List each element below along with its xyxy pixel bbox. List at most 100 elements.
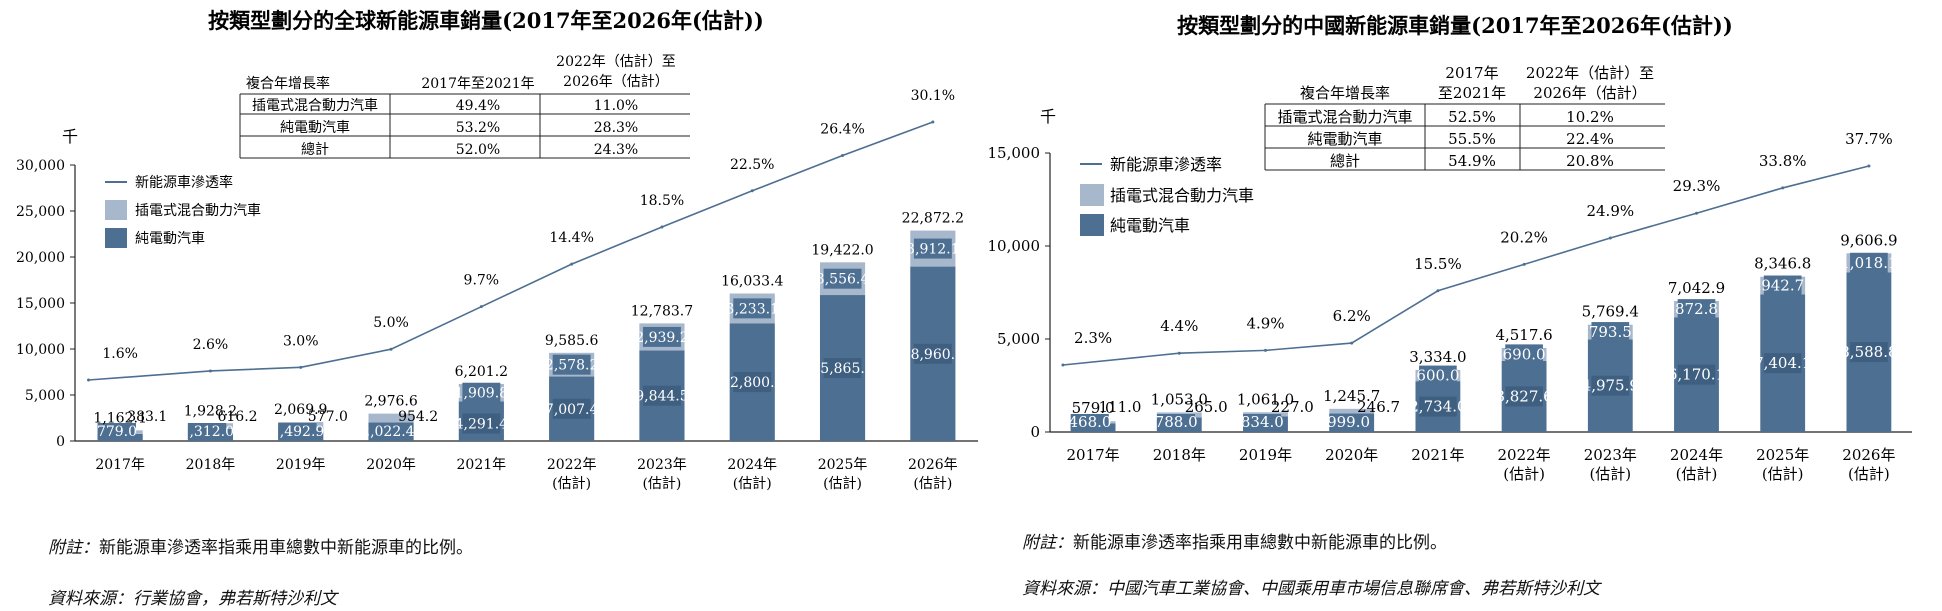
left-y-tick-label: 30,000 [16,158,65,174]
left-bev-label-bg [368,423,407,439]
left-bev-value-label: 1,312.0 [181,424,234,440]
left-y-tick-label: 0 [56,434,65,450]
left-cagr-table: 複合年增長率 2017年至2021年 2022年（估計）至 2026年（估計） … [239,54,690,159]
left-table-header-1: 2017年至2021年 [421,76,534,92]
right-table-r1c0: 純電動汽車 [1307,130,1382,148]
right-y-tick-label: 5,000 [997,330,1040,348]
right-penetration-label: 33.8% [1759,152,1807,170]
right-x-tick-label: (估計) [1589,465,1631,483]
right-cagr-table: 複合年增長率 2017年 至2021年 2022年（估計）至 2026年（估計）… [1264,64,1665,171]
left-x-tick-label: (估計) [913,476,952,492]
right-total-label: 9,606.9 [1840,231,1897,249]
left-penetration-point [660,225,664,229]
right-footnote: 附註：新能源車滲透率指乘用車總數中新能源車的比例。 [1022,528,1447,553]
left-source-text: 行業協會，弗若斯特沙利文 [133,589,337,609]
right-total-label: 3,334.0 [1409,348,1466,366]
right-phev-value-label: 1,018.1 [1840,254,1897,272]
left-table-r1c0: 純電動汽車 [280,119,350,136]
left-x-tick-label: 2024年 [727,457,777,473]
left-phev-value-label: 2,939.2 [635,330,688,346]
left-bev-label-bg [733,372,772,393]
left-table-r2c0: 總計 [301,141,329,158]
left-total-label: 12,783.7 [631,303,693,319]
right-bev-label-bg [1329,414,1368,430]
left-y-tick-label: 10,000 [16,342,65,358]
right-table-r2c2: 20.8% [1566,152,1614,170]
right-penetration-label: 29.3% [1673,177,1721,195]
left-penetration-label: 2.6% [193,337,229,353]
left-legend-phev: 插電式混合動力汽車 [135,202,261,219]
right-phev-value-label: 246.7 [1357,398,1400,416]
right-bev-label-bg [1850,342,1888,363]
right-x-tick-label: 2025年 [1756,446,1809,464]
left-bev-label-bg [278,423,317,439]
right-legend-phev: 插電式混合動力汽車 [1110,186,1254,205]
left-table-header-2-line2: 2026年（估計） [563,74,669,90]
left-penetration-point [389,347,393,351]
right-table-r1c2: 22.4% [1566,130,1614,148]
left-phev-label-bg [642,326,681,347]
left-phev-label-bg [552,354,591,375]
left-total-label: 1,928.2 [184,403,237,419]
right-footnote-label: 附註： [1022,533,1073,553]
right-table-r2c1: 54.9% [1448,152,1496,170]
left-source: 資料來源：行業協會，弗若斯特沙利文 [48,584,337,609]
right-table-r0c2: 10.2% [1566,108,1614,126]
right-penetration-label: 24.9% [1586,202,1634,220]
right-bev-value-label: 4,975.9 [1582,377,1639,395]
left-x-tick-label: 2019年 [276,457,326,473]
left-penetration-label: 14.4% [549,230,593,246]
right-table-header-2-line1: 2022年（估計）至 [1526,64,1654,82]
left-x-tick-label: 2022年 [547,457,597,473]
right-bev-label-bg [1243,414,1282,430]
right-bev-value-label: 999.0 [1327,413,1370,431]
left-bev-value-label: 18,960.1 [902,347,964,363]
right-bev-value-label: 8,588.8 [1840,343,1897,361]
right-total-label: 8,346.8 [1754,255,1811,273]
left-bev-label-bg [913,343,952,364]
left-bev-value-label: 779.0 [97,424,137,440]
right-chart-title: 按類型劃分的中國新能源車銷量(2017年至2026年(估計)) [1177,13,1733,38]
right-penetration-point [1177,351,1181,355]
left-total-label: 6,201.2 [455,364,508,380]
right-phev-bar [1329,408,1375,414]
right-table-r1c1: 55.5% [1448,130,1496,148]
right-bev-value-label: 3,827.6 [1495,387,1552,405]
left-y-tick-label: 5,000 [25,388,65,404]
right-penetration-label: 37.7% [1845,130,1893,148]
right-source: 資料來源：中國汽車工業協會、中國乘用車市場信息聯席會、弗若斯特沙利文 [1022,574,1600,599]
left-table-r2c2: 24.3% [594,142,638,158]
right-source-text: 中國汽車工業協會、中國乘用車市場信息聯席會、弗若斯特沙利文 [1107,579,1600,599]
right-x-tick-label: 2018年 [1153,446,1206,464]
left-plot-area: 0 5,000 10,000 15,000 20,000 25,000 30,000 2017… [16,88,978,492]
right-table-r0c1: 52.5% [1448,108,1496,126]
left-bev-value-label: 2,022.4 [361,424,415,440]
left-phev-value-label: 383.1 [127,409,167,425]
left-phev-label-bg [913,238,952,259]
left-table-r1c1: 53.2% [456,120,500,136]
left-footnote-text: 新能源車滲透率指乘用車總數中新能源車的比例。 [99,538,473,558]
right-phev-label-bg [1591,322,1630,343]
left-bev-value-label: 7,007.4 [545,402,599,418]
left-legend-bev-swatch [105,228,127,248]
right-x-tick-label: 2024年 [1670,446,1723,464]
left-penetration-point [931,120,935,124]
left-phev-value-label: 954.2 [398,409,438,425]
right-table-r0c0: 插電式混合動力汽車 [1277,108,1412,126]
right-y-tick-label: 0 [1030,423,1040,441]
right-penetration-point [1436,289,1440,293]
left-bev-label-bg [187,423,227,439]
left-penetration-label: 30.1% [911,88,955,104]
right-penetration-label: 6.2% [1333,307,1371,325]
right-x-tick-label: 2026年 [1842,446,1895,464]
left-penetration-label: 9.7% [464,273,500,289]
right-penetration-point [1522,262,1526,266]
left-phev-value-label: 2,578.2 [545,358,598,374]
right-penetration-point [1264,348,1267,352]
left-phev-value-label: 3,912.1 [906,242,959,258]
left-total-label: 2,976.6 [364,394,418,410]
right-bev-value-label: 834.0 [1241,413,1284,431]
left-phev-value-label: 3,556.4 [816,272,870,288]
right-phev-label-bg [1763,275,1802,296]
